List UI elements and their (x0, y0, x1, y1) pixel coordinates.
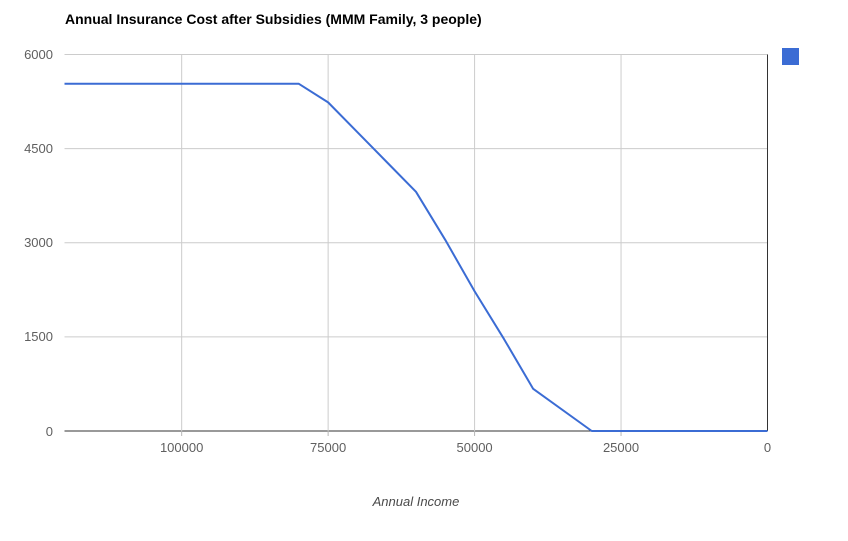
y-tick-label: 4500 (24, 141, 53, 157)
y-tick-label: 6000 (24, 47, 53, 62)
x-tick-label: 0 (763, 440, 772, 455)
y-tick-label: 3000 (24, 235, 53, 251)
x-tick-label: 100000 (159, 440, 204, 455)
y-tick-label: 1500 (24, 329, 53, 345)
x-tick-label: 75000 (310, 440, 347, 455)
x-tick-label: 50000 (456, 440, 493, 455)
chart-title: Annual Insurance Cost after Subsidies (M… (65, 11, 482, 27)
y-tick-label: 0 (45, 423, 53, 439)
legend-swatch-icon (782, 48, 799, 65)
data-line (64, 82, 768, 432)
x-axis-title: Annual Income (372, 494, 460, 509)
x-tick-label: 25000 (602, 440, 640, 455)
